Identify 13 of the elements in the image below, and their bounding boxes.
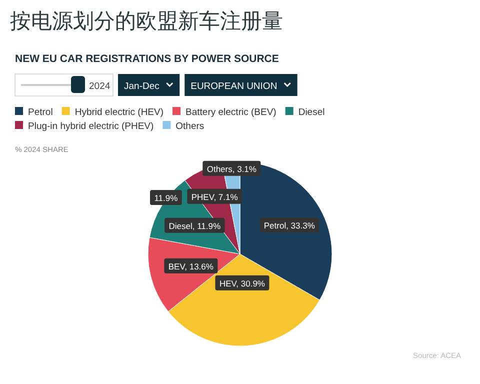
legend-label: Diesel <box>298 107 325 118</box>
data-label: HEV, 30.9% <box>219 278 266 288</box>
data-label: Others, 3.1% <box>206 164 257 174</box>
title: 按电源划分的欧盟新车注册量 <box>10 10 283 33</box>
legend-label: Petrol <box>28 107 53 118</box>
data-label: BEV, 13.6% <box>168 261 214 272</box>
data-label: Petrol, 33.3% <box>264 220 316 230</box>
text: 11.9% <box>154 193 178 203</box>
data-label: Diesel, 11.9% <box>168 220 221 231</box>
subtitle: NEW EU CAR REGISTRATIONS BY POWER SOURCE <box>15 53 279 65</box>
controls: 2024 Jan-Dec EUROPEAN UNION <box>14 74 298 96</box>
data-label: PHEV, 7.1% <box>191 192 238 202</box>
legend-label: Others <box>176 121 204 132</box>
